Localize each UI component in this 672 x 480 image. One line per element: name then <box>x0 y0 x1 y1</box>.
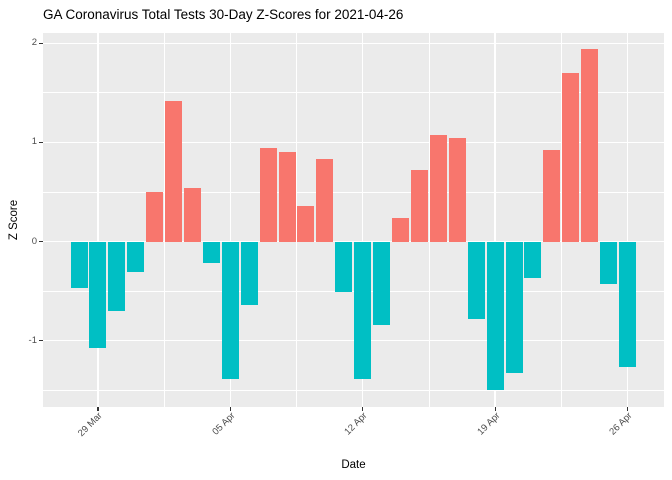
x-tick-mark <box>362 407 364 411</box>
bar <box>600 241 618 285</box>
minor-gridline-vertical <box>296 33 297 407</box>
bar <box>354 241 372 380</box>
x-tick-mark <box>494 407 496 411</box>
bar <box>373 241 391 325</box>
y-tick-label: -1 <box>28 334 37 346</box>
plot-panel <box>43 33 664 407</box>
minor-gridline-horizontal <box>43 389 664 391</box>
bar <box>165 100 183 242</box>
bar <box>486 241 504 391</box>
x-tick-label: 05 Apr <box>210 410 238 438</box>
major-gridline-vertical <box>362 33 364 407</box>
x-axis-title: Date <box>341 459 366 471</box>
x-tick-mark <box>626 407 629 411</box>
bar <box>543 150 561 242</box>
minor-gridline-horizontal <box>43 191 664 193</box>
minor-gridline-horizontal <box>43 290 664 292</box>
bar <box>183 188 201 242</box>
x-tick-mark <box>97 407 99 411</box>
x-tick-label: 12 Apr <box>342 410 370 438</box>
y-tick-label: 2 <box>31 37 37 49</box>
bar <box>524 241 542 279</box>
bar <box>146 192 164 242</box>
major-gridline-horizontal <box>43 340 664 342</box>
major-gridline-vertical <box>626 33 629 407</box>
major-gridline-vertical <box>229 33 231 407</box>
y-tick-mark <box>39 42 43 44</box>
major-gridline-horizontal <box>43 42 664 44</box>
major-gridline-vertical <box>494 33 496 407</box>
bar <box>221 241 239 380</box>
minor-gridline-horizontal <box>43 92 664 94</box>
major-gridline-horizontal <box>43 240 664 243</box>
bar <box>467 241 485 319</box>
major-gridline-vertical <box>97 33 99 407</box>
y-tick-mark <box>39 141 43 144</box>
bar <box>127 241 145 273</box>
y-tick-label: 0 <box>31 235 37 247</box>
major-gridline-horizontal <box>43 141 664 144</box>
bar <box>619 241 636 367</box>
y-tick-mark <box>39 241 43 243</box>
bar <box>335 241 353 293</box>
y-tick-label: 1 <box>31 136 37 148</box>
bar <box>278 152 296 242</box>
bar <box>429 134 447 242</box>
x-tick-label: 19 Apr <box>474 410 503 438</box>
x-tick-mark <box>229 407 231 411</box>
minor-gridline-vertical <box>428 33 430 407</box>
bar <box>89 241 107 348</box>
bar <box>70 241 88 289</box>
bar <box>505 241 523 374</box>
minor-gridline-vertical <box>163 33 165 407</box>
bar <box>259 148 277 242</box>
minor-gridline-vertical <box>560 33 562 407</box>
bar <box>392 217 410 242</box>
bar <box>581 49 599 242</box>
x-tick-label: 29 Mar <box>76 410 105 439</box>
bar <box>448 137 466 242</box>
bar <box>410 170 428 242</box>
bar <box>297 205 315 242</box>
bar <box>108 241 126 311</box>
x-tick-label: 26 Apr <box>607 410 635 438</box>
bar <box>562 73 580 242</box>
bar <box>240 241 258 306</box>
bar <box>202 241 220 264</box>
y-tick-labels: 2 1 0 -1 <box>0 33 37 407</box>
chart-title: GA Coronavirus Total Tests 30-Day Z-Scor… <box>43 7 404 22</box>
y-tick-mark <box>39 340 43 342</box>
bar <box>316 159 334 242</box>
